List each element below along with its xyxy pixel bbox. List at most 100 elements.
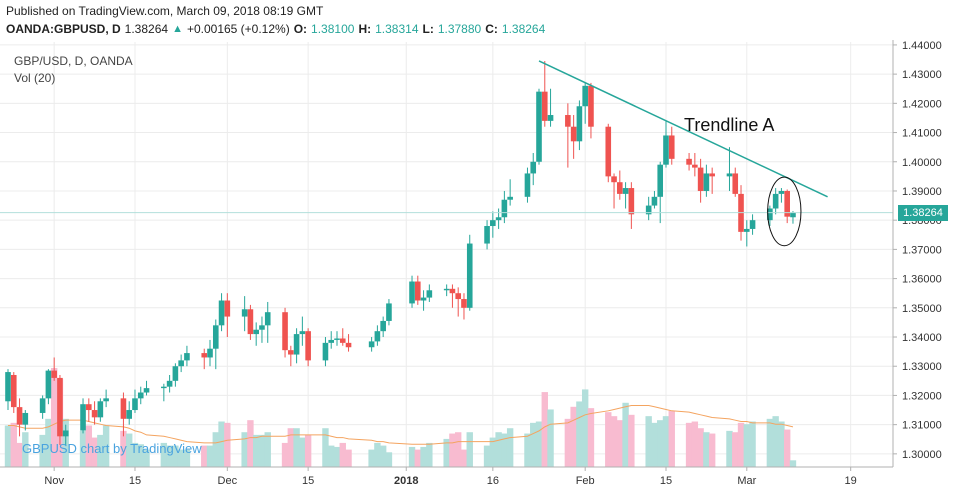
volume-bar <box>85 425 93 467</box>
candle-body <box>622 188 629 194</box>
candle-body <box>732 173 739 194</box>
symbol-label[interactable]: OANDA:GBPUSD, D <box>6 22 121 36</box>
candle-body <box>703 173 710 191</box>
candle-body <box>709 173 715 177</box>
candle-body <box>726 173 733 177</box>
volume-bar <box>691 421 699 467</box>
volume-bar <box>304 434 312 467</box>
time-axis[interactable]: Nov 15 Dec 15 2018 16 Feb 15 Mar 19 <box>0 466 893 487</box>
volume-bar <box>287 428 295 467</box>
volume-bar <box>143 449 150 467</box>
time-tick-label: Nov <box>44 475 64 487</box>
candle-body <box>374 331 381 342</box>
volume-bar <box>166 445 173 467</box>
chart-area[interactable]: 1.30000 1.31000 1.32000 1.33000 1.34000 1.350… <box>0 40 957 497</box>
candle-body <box>178 360 184 367</box>
volume-ma-polyline <box>8 404 794 445</box>
candle-body <box>126 410 133 419</box>
volume-bar <box>79 430 87 467</box>
close-value: 1.38264 <box>501 22 546 36</box>
candle-body <box>334 338 340 340</box>
volume-bar <box>385 452 393 467</box>
candle-body <box>784 190 790 217</box>
volume-bar <box>651 422 658 467</box>
volume-bar <box>564 418 572 467</box>
volume-bar <box>535 421 543 467</box>
candle-body <box>414 281 421 301</box>
drawings[interactable] <box>0 60 893 247</box>
volume-bar <box>120 430 127 467</box>
volume-bar <box>697 428 704 467</box>
candle-body <box>628 188 635 215</box>
volume-bar <box>789 460 797 467</box>
volume-bar <box>177 449 185 467</box>
candle-body <box>420 297 427 301</box>
candle-body <box>461 299 467 308</box>
volume-bar <box>322 428 329 467</box>
volume-bar <box>772 416 779 467</box>
last-price-tag: 1.38264 <box>898 204 948 221</box>
volume-bar <box>506 428 514 467</box>
price-tick-label: 1.40000 <box>902 157 942 169</box>
candle-body <box>345 342 352 348</box>
candle-body <box>143 388 150 393</box>
low-label: L: <box>422 22 434 36</box>
volume-bar <box>379 445 387 467</box>
volume-bar <box>628 414 635 467</box>
price-tick-label: 1.43000 <box>902 69 942 81</box>
candle-body <box>288 350 294 355</box>
volume-bar <box>258 434 266 467</box>
price-change: +0.00165 (+0.12%) <box>186 22 290 36</box>
candle-body <box>137 392 144 399</box>
time-tick-label: 15 <box>660 475 672 487</box>
close-label: C: <box>485 22 498 36</box>
candle-body <box>120 398 127 419</box>
candle-body <box>253 329 259 335</box>
candle-body <box>86 404 92 411</box>
candle-body <box>5 372 11 402</box>
candle-body <box>212 325 219 349</box>
candle-body <box>455 293 462 300</box>
volume-bar <box>264 432 271 467</box>
trendline-label: Trendline A <box>684 115 775 135</box>
price-axis[interactable]: 1.30000 1.31000 1.32000 1.33000 1.34000 1.350… <box>892 40 942 467</box>
volume-bar <box>766 418 774 467</box>
volume-bar <box>443 438 450 467</box>
volume-bar <box>455 432 462 467</box>
candlestick-series[interactable] <box>5 60 796 446</box>
pane-title: GBP/USD, D, OANDA <box>14 54 133 68</box>
volume-indicator-title[interactable]: Vol (20) <box>14 71 56 85</box>
volume-bar <box>726 430 733 467</box>
candle-body <box>293 334 300 355</box>
volume-bar <box>328 445 335 467</box>
volume-bar <box>501 433 508 467</box>
high-label: H: <box>358 22 372 36</box>
candle-body <box>45 370 52 399</box>
candle-body <box>241 309 248 317</box>
candle-body <box>305 331 311 361</box>
volume-bar <box>293 428 300 467</box>
volume-bar <box>345 449 352 467</box>
candle-body <box>582 85 588 107</box>
candle-body <box>51 370 57 378</box>
volume-bar <box>483 445 491 467</box>
volume-bar <box>241 432 248 467</box>
time-tick-label: 2018 <box>394 475 418 487</box>
volume-bar <box>4 425 12 467</box>
candle-body <box>91 410 98 418</box>
volume-bar <box>206 445 214 467</box>
chart-canvas[interactable]: 1.30000 1.31000 1.32000 1.33000 1.34000 1.350… <box>0 40 957 497</box>
volume-bar <box>414 449 421 467</box>
volume-bar <box>622 402 629 467</box>
candle-body <box>530 161 537 174</box>
candle-body <box>426 290 433 298</box>
volume-bar <box>126 433 133 467</box>
published-note: Published on TradingView.com, March 09, … <box>6 4 324 18</box>
candle-body <box>184 353 190 361</box>
candle-body <box>103 398 109 402</box>
candle-body <box>368 341 375 348</box>
candle-body <box>605 126 612 177</box>
volume-bar <box>732 432 739 467</box>
candle-body <box>495 217 502 221</box>
candle-body <box>282 312 288 351</box>
